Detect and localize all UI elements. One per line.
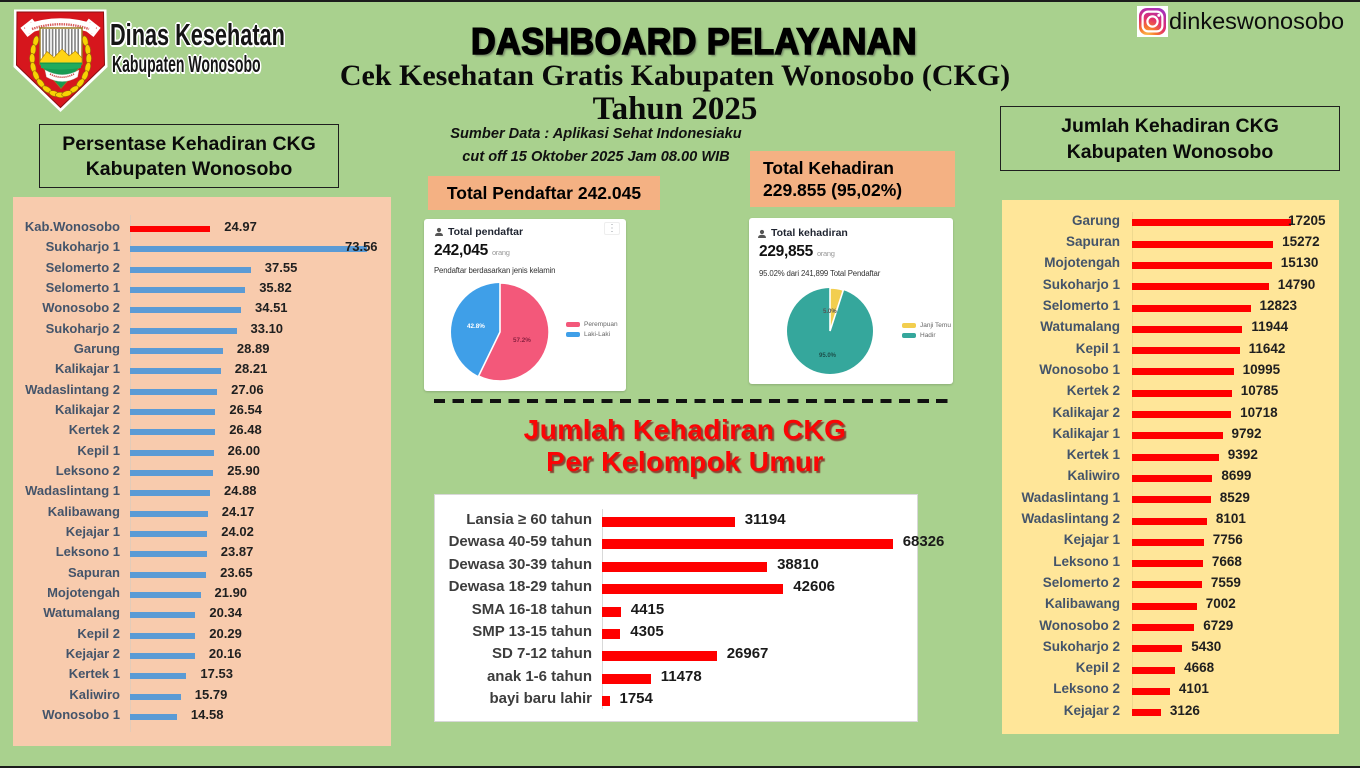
svg-text:95.0%: 95.0% (819, 353, 837, 359)
svg-text:42.8%: 42.8% (467, 323, 485, 330)
svg-text:57.2%: 57.2% (513, 337, 531, 344)
svg-text:5.0%: 5.0% (823, 309, 837, 315)
